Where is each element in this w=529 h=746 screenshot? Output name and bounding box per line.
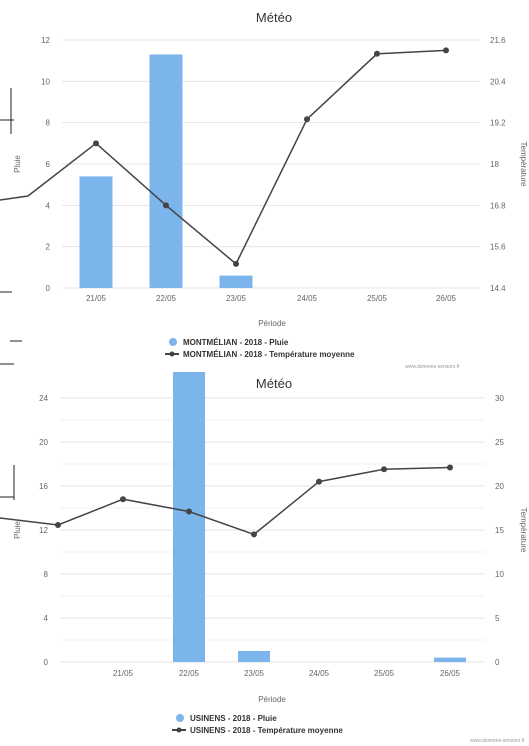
y-left-tick-label: 4 [44, 614, 49, 623]
y-left-tick-label: 6 [46, 160, 51, 169]
y-left-tick-label: 8 [44, 570, 49, 579]
rain-bar [149, 54, 183, 288]
y-left-axis-title: Pluie [13, 155, 22, 173]
temperature-point [163, 202, 169, 209]
x-tick-label: 25/05 [367, 294, 388, 303]
rain-bar [219, 275, 253, 288]
legend-line-marker-dot [176, 727, 182, 733]
x-tick-label: 26/05 [440, 669, 461, 678]
temperature-line [0, 49, 447, 266]
y-right-tick-label: 21.6 [490, 36, 506, 45]
chart-2: 0 4 8 12 16 20 24 0 5 10 15 20 25 30 21/05 22/05 23/05 24… [0, 372, 528, 744]
x-tick-label: 22/05 [179, 669, 200, 678]
x-tick-label: 26/05 [436, 294, 457, 303]
x-tick-label: 22/05 [156, 294, 177, 303]
y-right-axis-title: Température [519, 508, 528, 553]
legend-label: USINENS - 2018 - Pluie [190, 714, 277, 723]
legend-label: USINENS - 2018 - Température moyenne [190, 726, 343, 735]
y-left-tick-label: 0 [46, 284, 51, 293]
x-tick-label: 21/05 [113, 669, 134, 678]
legend-bar-marker [176, 714, 184, 722]
x-axis-title: Période [258, 319, 286, 328]
rain-bar [434, 657, 466, 662]
y-left-tick-label: 24 [39, 394, 48, 403]
temperature-point [443, 47, 449, 54]
x-tick-label: 24/05 [297, 294, 318, 303]
y-left-tick-label: 10 [41, 77, 50, 86]
chart-title: Météo [256, 376, 292, 391]
legend-label: MONTMÉLIAN - 2018 - Pluie [183, 338, 289, 347]
y-right-tick-label: 0 [495, 658, 500, 667]
y-left-tick-label: 12 [41, 36, 50, 45]
y-right-tick-label: 10 [495, 570, 504, 579]
temperature-point [120, 496, 126, 503]
credit-text: www.donnees-sensors.fr [405, 364, 460, 370]
chart-1: 0 2 4 6 8 10 12 14.4 15.6 16.8 18 19.2 20.4 21.6 21/05… [0, 10, 528, 370]
y-left-tick-label: 20 [39, 438, 48, 447]
x-tick-label: 21/05 [86, 294, 107, 303]
rain-bar [79, 176, 113, 288]
y-right-tick-label: 18 [490, 160, 499, 169]
y-right-axis-title: Température [519, 142, 528, 187]
y-right-tick-label: 14.4 [490, 284, 506, 293]
y-right-tick-label: 5 [495, 614, 500, 623]
y-left-tick-label: 2 [46, 243, 51, 252]
y-right-tick-label: 15 [495, 526, 504, 535]
temperature-line [0, 466, 451, 536]
x-tick-label: 23/05 [226, 294, 247, 303]
y-left-tick-label: 4 [46, 201, 51, 210]
temperature-point [251, 531, 257, 538]
y-right-tick-label: 19.2 [490, 119, 506, 128]
legend-line-marker-dot [169, 351, 175, 357]
y-right-tick-label: 16.8 [490, 201, 506, 210]
rain-bar [173, 372, 205, 662]
legend-label: MONTMÉLIAN - 2018 - Température moyenne [183, 350, 355, 359]
temperature-point [447, 464, 453, 471]
y-left-tick-label: 16 [39, 482, 48, 491]
x-tick-label: 25/05 [374, 669, 395, 678]
temperature-point [233, 260, 239, 267]
temperature-point [93, 140, 99, 147]
temperature-point [374, 50, 380, 57]
rain-bar [238, 651, 270, 662]
y-right-tick-label: 20.4 [490, 77, 506, 86]
y-left-tick-label: 12 [39, 526, 48, 535]
credit-text: www.donnees-sensors.fr [470, 738, 525, 744]
temperature-point [55, 522, 61, 528]
x-tick-label: 23/05 [244, 669, 265, 678]
temperature-point [381, 466, 387, 473]
y-right-tick-label: 25 [495, 438, 504, 447]
temperature-point [186, 508, 192, 515]
x-tick-label: 24/05 [309, 669, 330, 678]
y-left-tick-label: 0 [44, 658, 49, 667]
y-left-tick-label: 8 [46, 119, 51, 128]
temperature-point [316, 478, 322, 485]
y-right-tick-label: 15.6 [490, 243, 506, 252]
y-right-tick-label: 20 [495, 482, 504, 491]
chart-title: Météo [256, 10, 292, 25]
legend-bar-marker [169, 338, 177, 346]
temperature-point [304, 116, 310, 123]
y-left-axis-title: Pluie [13, 521, 22, 539]
y-right-tick-label: 30 [495, 394, 504, 403]
x-axis-title: Période [258, 695, 286, 704]
